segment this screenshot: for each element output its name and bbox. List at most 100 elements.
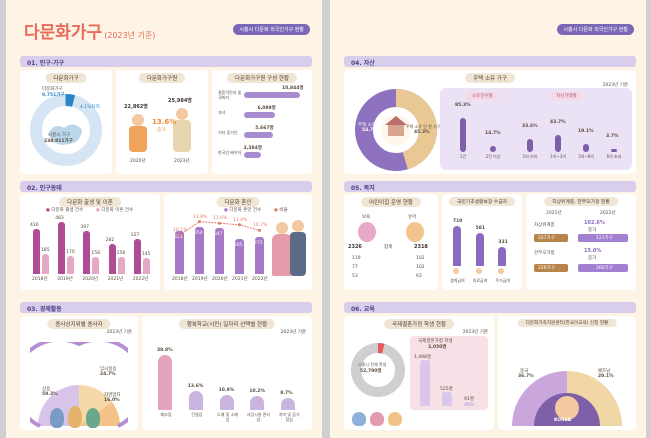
segment-regular-value: 59.3% (42, 392, 58, 397)
ownership-value: 19.1% (578, 129, 594, 135)
near-poor-pct: 102.6% (584, 220, 605, 226)
segment-temp-label: 임시일용 (100, 367, 117, 372)
benefit-bar (453, 226, 461, 266)
household-label: 다문화가구 (42, 87, 63, 92)
header-tag: 시흥시 다문화 외국인가구 현황 (557, 24, 634, 35)
composition-bar (244, 152, 262, 158)
daycare-row-3-left: 53 (352, 274, 358, 279)
ownership-value: 85.3% (455, 102, 471, 108)
marriage-value: 354 (194, 230, 203, 236)
student-bar-1 (420, 360, 430, 406)
value-bars: 33.6% 43.7% 19.1% 3.7% (516, 104, 628, 152)
section-1-header: 01. 인구·가구 (20, 56, 312, 67)
student-bar-3-value: 91명 (464, 397, 474, 402)
segment-temp-value: 24.7% (100, 372, 116, 377)
worker-figure-3 (86, 408, 100, 428)
benefit-value: 331 (498, 240, 508, 246)
single-parent-2021-bar (534, 264, 568, 272)
ratio-point (198, 220, 201, 224)
page-title-year: (2023년 기준) (104, 31, 156, 40)
card-employment-status: 종사상지위별 종사자 2023년 기준 상용 59.3% 임시일용 24.7% … (20, 316, 138, 430)
industry-bar (281, 397, 296, 410)
worker-figure-1 (50, 408, 64, 428)
benefit-bar (498, 247, 507, 266)
count-bars: 85.3% 14.7% (448, 102, 508, 152)
bride-body (272, 234, 292, 276)
industry-value: 38.8% (157, 348, 173, 354)
card-near-poor: 차상위계층, 한부모가정 현황 2021년 2022년 차상위계층 102.6%… (526, 194, 636, 290)
worker-figure-2 (68, 406, 82, 428)
education-half-donut (512, 371, 622, 426)
industry-value: 10.8% (218, 387, 235, 393)
marriage-value: 347 (214, 231, 223, 237)
ownership-label: 3억~6억 (578, 154, 594, 159)
card-title: 다문화가족지원센터(한국어교육) 신청 현황 (517, 319, 617, 327)
ownership-bar (527, 138, 533, 152)
korea-label: KOREA (554, 418, 572, 423)
members-change-label: 증가 (157, 128, 166, 133)
birth-bar (133, 238, 141, 274)
industry-value: 8.7% (280, 390, 293, 396)
student-bar-1-value: 1,498명 (414, 355, 432, 360)
card-korean-education: 다문화가족지원센터(한국어교육) 신청 현황 중국 36.7% 베트남 20.1… (498, 316, 636, 430)
birth-value: 483 (55, 216, 64, 221)
composition-label: 한국인 배우자 (218, 150, 242, 155)
person-2023-head (176, 108, 188, 120)
divorce-bar (117, 257, 125, 274)
near-poor-label: 차상위계층 (534, 223, 555, 228)
composition-value: 5,667명 (255, 126, 274, 131)
daycare-row-2-right: 102 (416, 265, 425, 270)
ratio-value: 10.7% (253, 223, 268, 229)
ownership-detail-panel (440, 88, 632, 170)
near-poor-2021-bar (534, 234, 568, 242)
marriage-bar (215, 227, 224, 274)
card-year: 2023년 기준 (602, 83, 628, 88)
benefit-label: 생계급여 (450, 278, 465, 283)
near-poor-2022-bar (578, 234, 628, 242)
student-figure-2 (370, 412, 384, 426)
members-2020-value: 22,862명 (124, 104, 148, 110)
near-poor-2021-value: 227가구 (538, 236, 555, 241)
legend-birth: 다문화 출생 건수 (51, 208, 84, 213)
composition-label: 자녀 (218, 110, 226, 115)
card-household-members: 다문화가구원 22,862명 25,984명 13.6% 증가 2020년 20… (116, 70, 208, 174)
industry-label: 제조업 (160, 412, 172, 417)
composition-bar (244, 132, 274, 138)
industry-bar (219, 394, 234, 410)
industry-value: 10.2% (249, 388, 266, 394)
owner-value: 54.7% (362, 128, 378, 133)
year-label: 2019년 (57, 277, 73, 282)
birth-bar (33, 229, 40, 274)
household-value: 9,751가구 (42, 93, 65, 98)
card-title: 주택 소유 가구 (465, 73, 515, 83)
ownership-value: 33.6% (522, 123, 538, 129)
person-2023-body (173, 120, 191, 152)
daycare-right-label: 유아 (408, 215, 417, 220)
ratio-point (258, 228, 261, 232)
benefit-label: 의료급여 (472, 278, 488, 283)
card-birth-divorce: 다문화 출생 및 이혼 ● 다문화 출생 건수 ● 다문화 이혼 건수 416 1… (20, 194, 160, 290)
daycare-row-1-left: 119 (352, 256, 361, 261)
birth-bar (83, 231, 91, 274)
ownership-bar (583, 144, 589, 152)
birth-value: 416 (30, 223, 39, 229)
section-4-header: 04. 자산 (344, 56, 636, 67)
benefit-label: 주거급여 (495, 278, 511, 283)
section-6-label: 06. 교육 (351, 305, 375, 313)
page-title: 다문화가구 (2023년 기준) (24, 18, 155, 43)
ownership-bar (460, 117, 466, 152)
year-label: 2021년 (107, 277, 124, 282)
single-parent-2022-value: 260가구 (596, 266, 613, 271)
year-2021-label: 2021년 (546, 211, 562, 216)
right-page: 시흥시 다문화 외국인가구 현황 04. 자산 주택 소유 가구 2023년 기… (330, 0, 646, 438)
marriage-chart: 321 10.1% 354 11.8% 347 11.6% 265 11.4% 275 10.7% (170, 215, 270, 274)
ratio-value: 10.1% (173, 228, 188, 234)
marriage-bar (195, 226, 204, 274)
year-2022-label: 2022년 (600, 211, 616, 216)
ratio-value: 11.4% (233, 217, 248, 223)
marriage-years: 2018년 2019년 2020년 2021년 2022년 (170, 276, 270, 284)
student-figure-3 (388, 412, 402, 426)
ratio-point (218, 221, 221, 225)
legend-marriage: 다문화 혼인 건수 (229, 208, 262, 213)
ownership-label: 6억 초과 (606, 154, 622, 159)
